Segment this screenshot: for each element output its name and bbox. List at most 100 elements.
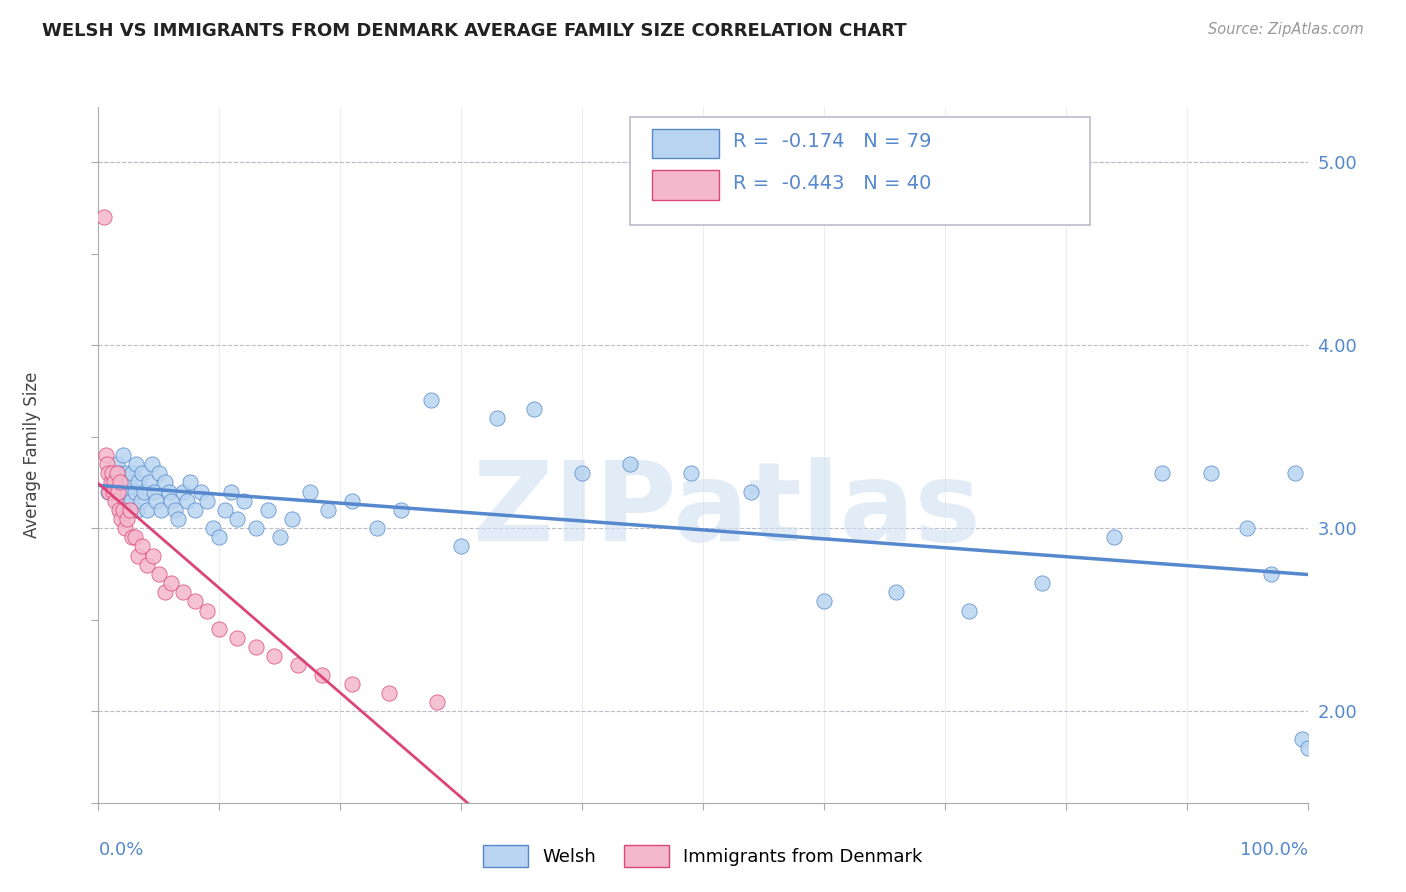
Point	[195, 493, 218, 508]
Point	[118, 503, 141, 517]
Point	[1152, 467, 1174, 481]
Point	[100, 467, 122, 481]
Point	[377, 686, 399, 700]
Point	[269, 530, 291, 544]
Point	[208, 530, 231, 544]
Point	[184, 503, 207, 517]
Point	[145, 493, 167, 508]
Point	[127, 503, 149, 517]
Point	[150, 503, 173, 517]
Point	[263, 649, 285, 664]
Text: 0.0%: 0.0%	[98, 841, 143, 859]
Point	[163, 503, 186, 517]
Point	[157, 484, 180, 499]
Point	[118, 503, 141, 517]
Point	[97, 467, 120, 481]
Point	[172, 484, 194, 499]
Point	[124, 530, 146, 544]
Point	[104, 493, 127, 508]
Point	[153, 585, 176, 599]
Point	[131, 467, 153, 481]
Point	[108, 467, 131, 481]
Point	[118, 475, 141, 490]
Point	[117, 484, 139, 499]
Point	[138, 475, 160, 490]
Point	[127, 475, 149, 490]
Point	[121, 530, 143, 544]
Point	[108, 503, 131, 517]
Point	[160, 493, 183, 508]
Point	[135, 503, 157, 517]
Point	[226, 631, 249, 645]
Point	[214, 503, 236, 517]
Point	[110, 484, 132, 499]
Point	[619, 457, 641, 471]
Point	[426, 695, 449, 709]
FancyBboxPatch shape	[630, 118, 1090, 226]
Point	[100, 467, 122, 481]
Point	[129, 493, 152, 508]
Point	[121, 467, 143, 481]
Point	[299, 484, 322, 499]
Point	[98, 484, 121, 499]
Point	[281, 512, 304, 526]
Text: Average Family Size: Average Family Size	[22, 372, 41, 538]
Point	[245, 521, 267, 535]
Point	[256, 503, 278, 517]
Point	[287, 658, 309, 673]
Point	[108, 475, 131, 490]
Point	[957, 603, 980, 617]
Point	[104, 484, 127, 499]
Point	[1031, 576, 1053, 591]
Point	[523, 402, 546, 417]
Point	[1199, 467, 1222, 481]
Point	[107, 484, 129, 499]
Point	[342, 677, 364, 691]
Point	[108, 503, 131, 517]
Point	[142, 549, 165, 563]
Point	[179, 475, 201, 490]
Point	[389, 503, 412, 517]
Point	[120, 493, 142, 508]
Point	[342, 493, 364, 508]
Point	[148, 566, 170, 581]
Text: 100.0%: 100.0%	[1240, 841, 1308, 859]
Point	[93, 210, 115, 224]
Text: R =  -0.174   N = 79: R = -0.174 N = 79	[734, 132, 932, 152]
Point	[110, 512, 132, 526]
Point	[202, 521, 225, 535]
Point	[117, 512, 139, 526]
Point	[311, 667, 333, 681]
Point	[111, 503, 134, 517]
Point	[160, 576, 183, 591]
Point	[134, 484, 156, 499]
Text: WELSH VS IMMIGRANTS FROM DENMARK AVERAGE FAMILY SIZE CORRELATION CHART: WELSH VS IMMIGRANTS FROM DENMARK AVERAGE…	[42, 22, 907, 40]
Point	[813, 594, 835, 608]
Point	[127, 549, 149, 563]
Point	[135, 558, 157, 572]
Point	[184, 594, 207, 608]
Point	[1291, 731, 1313, 746]
Point	[125, 457, 148, 471]
Point	[111, 475, 134, 490]
Point	[221, 484, 243, 499]
Point	[141, 457, 163, 471]
Point	[112, 484, 135, 499]
Point	[679, 467, 702, 481]
Text: Source: ZipAtlas.com: Source: ZipAtlas.com	[1208, 22, 1364, 37]
FancyBboxPatch shape	[652, 128, 718, 158]
FancyBboxPatch shape	[652, 170, 718, 200]
Point	[886, 585, 908, 599]
Point	[101, 475, 124, 490]
Point	[153, 475, 176, 490]
Point	[226, 512, 249, 526]
Point	[450, 540, 472, 554]
Point	[94, 448, 117, 462]
Point	[232, 493, 254, 508]
Point	[1236, 521, 1258, 535]
Point	[316, 503, 339, 517]
Point	[105, 467, 128, 481]
Point	[111, 448, 134, 462]
Point	[176, 493, 198, 508]
Point	[1296, 740, 1319, 755]
